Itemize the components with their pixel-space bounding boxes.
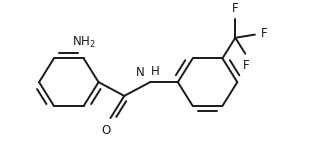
Text: NH$_2$: NH$_2$	[72, 35, 96, 50]
Text: O: O	[102, 124, 111, 137]
Text: N: N	[136, 66, 145, 79]
Text: F: F	[243, 59, 249, 72]
Text: H: H	[151, 65, 160, 78]
Text: F: F	[232, 2, 239, 15]
Text: F: F	[261, 27, 267, 40]
